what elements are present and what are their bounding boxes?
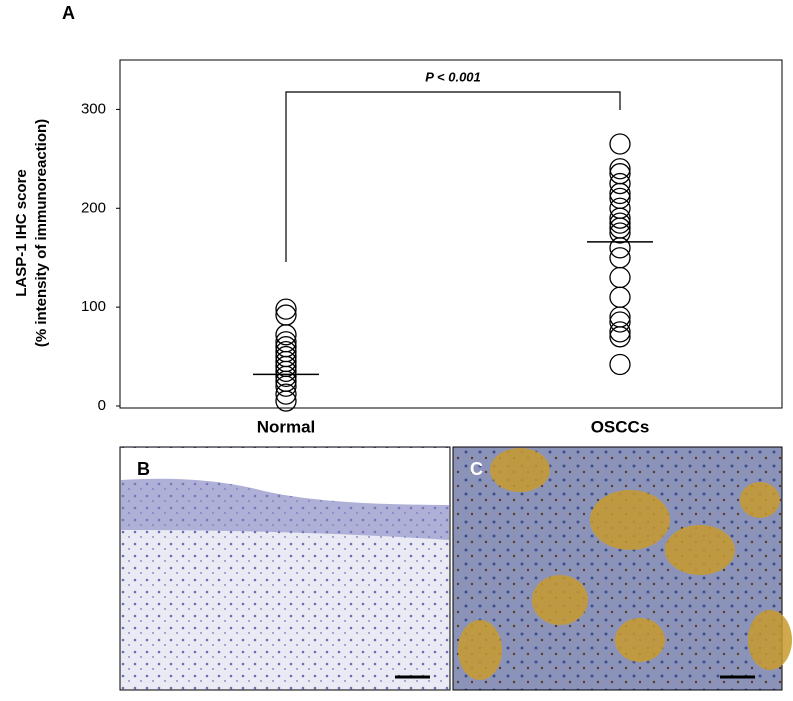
- data-point: [275, 383, 297, 405]
- data-point: [609, 326, 631, 348]
- panel-label: B: [137, 459, 150, 479]
- data-point: [609, 266, 631, 289]
- stain-regions: [458, 448, 792, 680]
- data-point: [275, 365, 297, 387]
- data-point: [609, 321, 631, 343]
- data-point: [609, 182, 631, 205]
- panel-label: C: [470, 459, 483, 479]
- annotation: P < 0.001: [425, 69, 481, 84]
- epithelium: [121, 478, 449, 540]
- y-tick-label: 300: [81, 100, 106, 117]
- plot-frame: [119, 59, 783, 409]
- y-axis-label: LASP-1 IHC score (% intensity of immunor…: [13, 119, 50, 347]
- background: [121, 448, 449, 505]
- x-tick-label: Normal: [257, 417, 316, 436]
- data-point: [275, 390, 297, 412]
- data-point: [609, 133, 631, 155]
- data-point: [609, 222, 631, 244]
- data-point: [609, 353, 631, 376]
- y-tick-label: 0: [98, 397, 106, 414]
- data-point: [609, 311, 631, 333]
- panel-label: A: [62, 3, 75, 23]
- data-point: [275, 360, 297, 383]
- data-point: [609, 158, 631, 180]
- y-label-line: (% intensity of immunoreaction): [33, 119, 50, 347]
- y-label-line: LASP-1 IHC score: [13, 169, 30, 297]
- data-point: [609, 207, 631, 229]
- data-point: [609, 237, 631, 259]
- data-point: [275, 324, 297, 346]
- y-tick-label: 100: [81, 298, 106, 315]
- data-point: [275, 298, 297, 320]
- data-point: [275, 304, 297, 326]
- significance-bracket: [285, 91, 621, 262]
- y-tick-label: 200: [81, 199, 106, 216]
- data-point: [275, 375, 297, 397]
- x-tick-label: OSCCs: [591, 417, 650, 436]
- data-point: [609, 286, 631, 308]
- data-point: [609, 172, 631, 195]
- data-point: [609, 212, 631, 234]
